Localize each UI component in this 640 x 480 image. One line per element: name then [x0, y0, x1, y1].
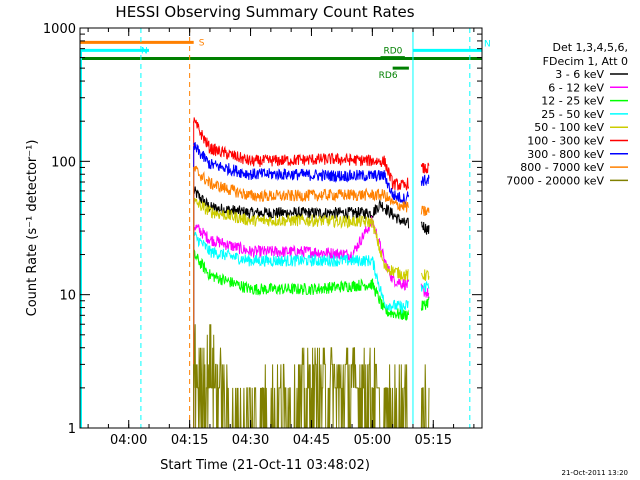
legend-label-7: 800 - 7000 keV — [520, 161, 604, 174]
legend-label-3: 25 - 50 keV — [541, 108, 604, 121]
y-tick-label-3: 1000 — [43, 22, 76, 37]
series-line-1-1 — [420, 283, 430, 299]
series-line-5-0 — [193, 117, 410, 191]
flag-label-4: RD0 — [383, 47, 402, 57]
footer-timestamp: 21-Oct-2011 13:20 — [562, 469, 628, 477]
flag-label-2: N — [484, 39, 491, 49]
series-line-2-1 — [420, 296, 430, 311]
legend-header-1: Det 1,3,4,5,6, — [552, 41, 628, 54]
series-line-8-1 — [420, 364, 430, 429]
legend: Det 1,3,4,5,6, FDecim 1, Att 0 3 - 6 keV… — [506, 41, 628, 187]
x-tick-label-1: 04:15 — [171, 433, 208, 448]
chart-title: HESSI Observing Summary Count Rates — [115, 3, 414, 21]
series-line-3-1 — [420, 280, 430, 293]
series-line-6-0 — [193, 142, 410, 206]
legend-label-5: 100 - 300 keV — [527, 135, 604, 148]
legend-label-1: 6 - 12 keV — [548, 81, 604, 94]
x-axis-label: Start Time (21-Oct-11 03:48:02) — [160, 458, 370, 473]
x-tick-label-0: 04:00 — [110, 433, 147, 448]
series-line-2-0 — [193, 248, 410, 322]
series-line-4-0 — [193, 197, 409, 282]
series-line-6-1 — [420, 174, 430, 187]
legend-label-2: 12 - 25 keV — [541, 95, 604, 108]
flag-label-5: RD6 — [379, 71, 398, 81]
x-tick-label-5: 05:15 — [415, 433, 452, 448]
series-line-0-1 — [420, 221, 430, 235]
x-tick-label-4: 05:00 — [354, 433, 391, 448]
y-tick-label-2: 100 — [51, 155, 76, 170]
y-axis-label: Count Rate (s⁻¹ detector⁻¹) — [25, 140, 40, 317]
y-tick-label-0: 1 — [68, 422, 76, 437]
series-line-5-1 — [420, 162, 430, 174]
series-line-8-0 — [193, 324, 409, 429]
flag-label-1: N — [141, 46, 148, 56]
series-line-3-0 — [193, 231, 409, 315]
plot-frame — [79, 27, 483, 429]
series-line-4-1 — [420, 269, 430, 282]
series-line-0-0 — [193, 186, 410, 229]
flag-label-0: S — [199, 38, 205, 48]
x-tick-label-2: 04:30 — [232, 433, 269, 448]
series-line-7-1 — [420, 205, 430, 216]
x-tick-label-3: 04:45 — [293, 433, 330, 448]
legend-header-2: FDecim 1, Att 0 — [543, 55, 628, 68]
legend-label-8: 7000 - 20000 keV — [506, 174, 604, 187]
legend-label-0: 3 - 6 keV — [555, 68, 604, 81]
series-line-7-0 — [193, 165, 410, 213]
legend-label-4: 50 - 100 keV — [534, 121, 604, 134]
legend-label-6: 300 - 800 keV — [527, 148, 604, 161]
y-tick-label-1: 10 — [59, 289, 76, 304]
